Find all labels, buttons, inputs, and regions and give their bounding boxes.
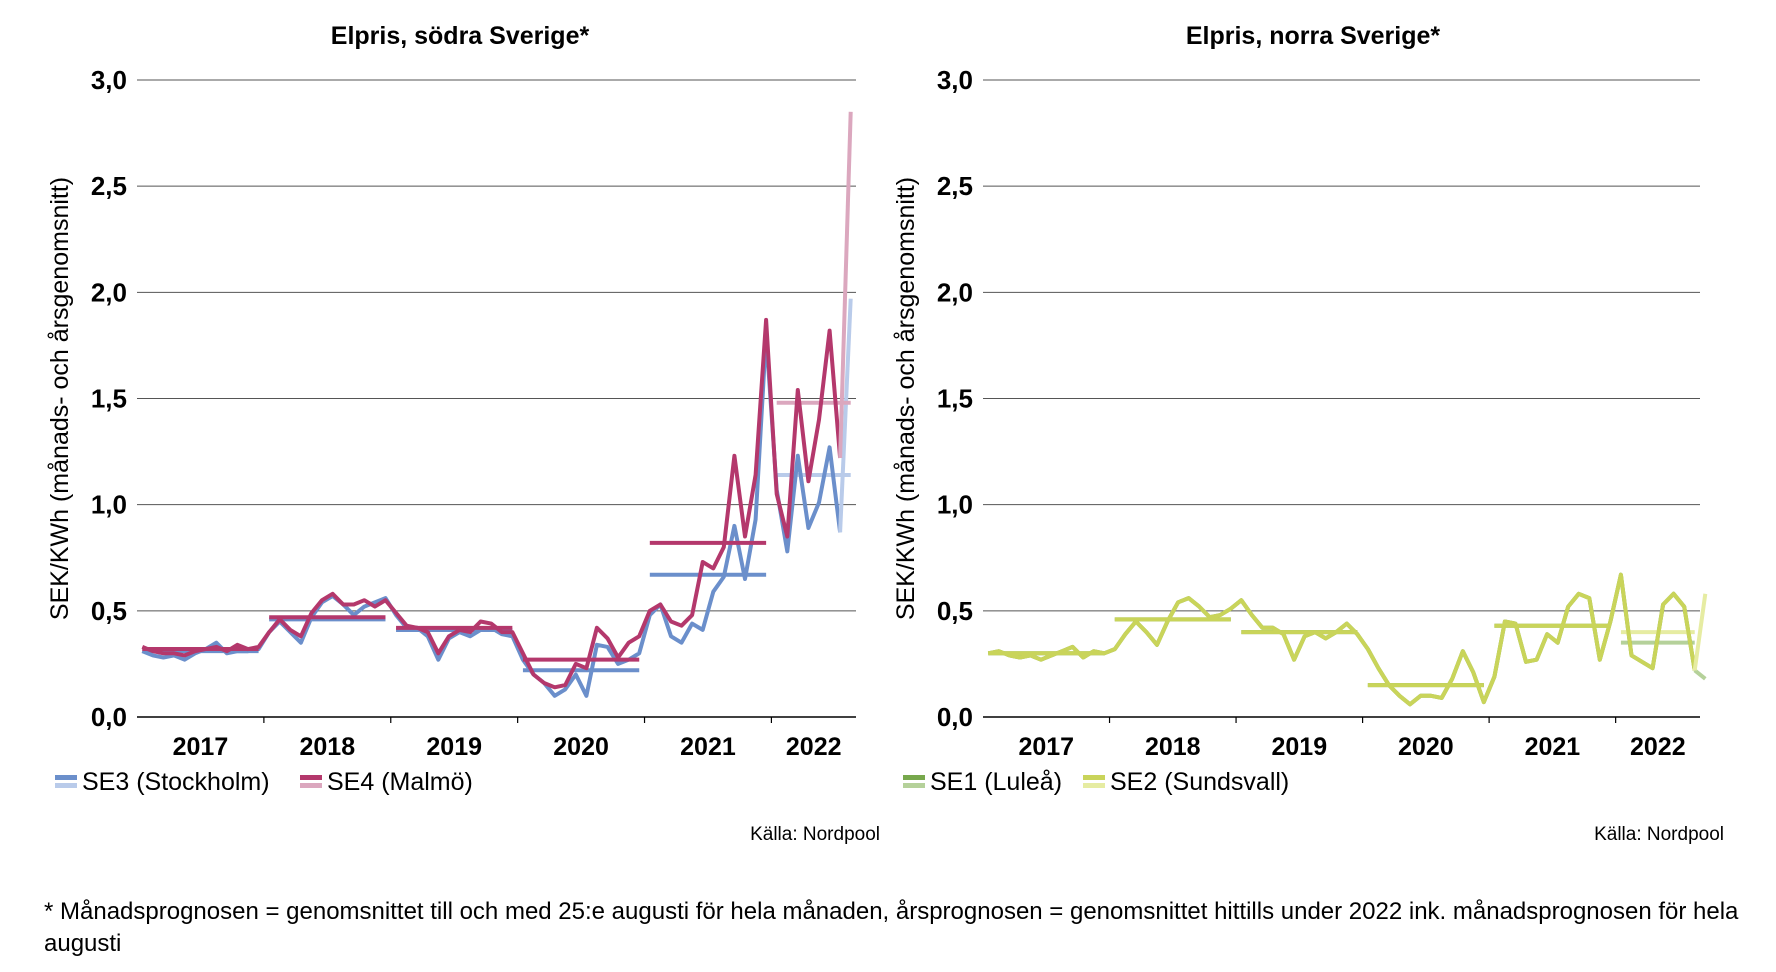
y-tick-label: 3,0 — [91, 65, 127, 95]
legend-item: SE2 (Sundsvall) — [1083, 768, 1289, 796]
y-tick-label: 2,5 — [937, 171, 973, 201]
legend-item: SE1 (Luleå) — [903, 768, 1062, 796]
y-tick-label: 1,5 — [91, 384, 127, 414]
legend-swatch-forecast — [300, 783, 322, 788]
footnote: * Månadsprognosen = genomsnittet till oc… — [44, 898, 1739, 957]
legend-swatch-forecast — [1083, 783, 1105, 788]
x-tick-label: 2022 — [1630, 733, 1686, 761]
legend-swatch — [55, 775, 77, 780]
y-tick-label: 2,0 — [937, 277, 973, 307]
monthly-line — [141, 332, 843, 698]
x-tick-label: 2021 — [1525, 733, 1581, 761]
y-tick-label: 0,0 — [91, 702, 127, 732]
forecast-line — [1693, 668, 1707, 681]
monthly-line — [987, 572, 1697, 707]
y-tick-label: 0,0 — [937, 702, 973, 732]
legend-label: SE2 (Sundsvall) — [1110, 768, 1289, 796]
legend-label: SE3 (Stockholm) — [82, 768, 270, 796]
x-tick-label: 2020 — [553, 733, 609, 761]
legend-item: SE3 (Stockholm) — [55, 768, 270, 796]
chart-title: Elpris, norra Sverige* — [1186, 22, 1441, 50]
y-tick-label: 1,0 — [91, 490, 127, 520]
y-tick-label: 0,5 — [91, 596, 127, 626]
forecast-line — [838, 111, 853, 459]
y-axis-label: SEK/KWh (månads- och årsgenomsnitt) — [892, 177, 920, 620]
x-tick-label: 2018 — [300, 733, 356, 761]
y-axis-label: SEK/KWh (månads- och årsgenomsnitt) — [46, 177, 74, 620]
chart-panel-1: Elpris, södra Sverige* 0,0 0,5 1,0 1,5 2,0 2,5… — [46, 22, 880, 845]
x-tick-label: 2019 — [1272, 733, 1328, 761]
legend-swatch — [903, 775, 925, 780]
source-note: Källa: Nordpool — [750, 824, 880, 845]
monthly-line — [141, 317, 843, 690]
y-tick-label: 3,0 — [937, 65, 973, 95]
legend-swatch — [300, 775, 322, 780]
x-tick-label: 2018 — [1145, 733, 1201, 761]
y-tick-label: 2,5 — [91, 171, 127, 201]
x-tick-label: 2020 — [1398, 733, 1454, 761]
source-note: Källa: Nordpool — [1594, 824, 1724, 845]
legend-label: SE1 (Luleå) — [930, 768, 1062, 796]
series-2 — [141, 111, 853, 690]
legend-item: SE4 (Malmö) — [300, 768, 473, 796]
series-1 — [141, 298, 853, 698]
legend-swatch-forecast — [55, 783, 77, 788]
legend-label: SE4 (Malmö) — [327, 768, 473, 796]
legend-swatch — [1083, 775, 1105, 780]
y-tick-label: 1,0 — [937, 490, 973, 520]
x-tick-label: 2017 — [1018, 733, 1074, 761]
legend-swatch-forecast — [903, 783, 925, 788]
series-2 — [987, 572, 1708, 707]
monthly-line — [987, 572, 1697, 707]
y-tick-label: 2,0 — [91, 277, 127, 307]
x-tick-label: 2022 — [786, 733, 842, 761]
forecast-line — [1692, 593, 1708, 671]
x-tick-label: 2017 — [173, 733, 229, 761]
y-tick-label: 0,5 — [937, 596, 973, 626]
chart-title: Elpris, södra Sverige* — [331, 22, 590, 50]
forecast-line — [838, 298, 853, 533]
x-tick-label: 2019 — [426, 733, 482, 761]
chart-panel-2: Elpris, norra Sverige* 0,0 0,5 1,0 1,5 2,0 2,5… — [892, 22, 1724, 845]
y-tick-label: 1,5 — [937, 384, 973, 414]
x-tick-label: 2021 — [680, 733, 736, 761]
